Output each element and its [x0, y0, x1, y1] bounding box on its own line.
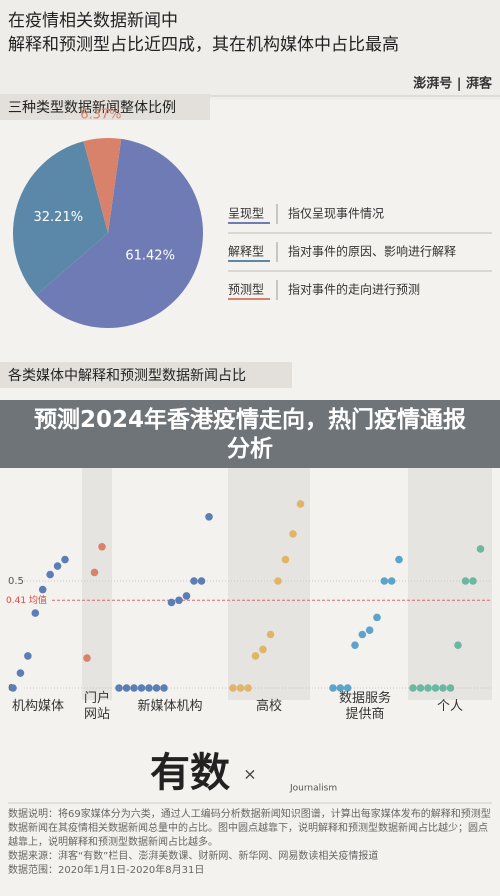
dot: [416, 684, 425, 692]
dot: [274, 577, 282, 585]
dot: [343, 684, 352, 692]
legend-swatch: [228, 222, 270, 224]
section-bg: [0, 94, 210, 120]
legend-swatch: [228, 298, 270, 300]
dot: [296, 500, 305, 508]
pie-slice: [83, 138, 122, 233]
dot: [476, 545, 485, 553]
footer-logo: 有数: [150, 750, 230, 796]
mean-label: 0.41 均值: [6, 594, 47, 606]
legend-desc: 指对事件的原因、影响进行解释: [288, 244, 456, 259]
legend-label: 预测型: [228, 283, 264, 297]
dot: [281, 555, 290, 564]
legend-label: 解释型: [228, 245, 264, 259]
dot: [31, 609, 40, 617]
y-tick-label: 0.5: [8, 576, 24, 587]
band-shade: [228, 468, 310, 700]
dot: [387, 577, 396, 585]
legend-label: 呈现型: [228, 207, 264, 221]
x-tick-label: 新媒体机构: [137, 699, 203, 714]
footer-partner: Journalism: [289, 784, 337, 794]
dot: [197, 577, 206, 585]
dot: [229, 684, 237, 692]
dot: [24, 652, 32, 660]
dot: [424, 684, 432, 692]
pie-slice: [12, 141, 108, 296]
dot: [329, 684, 337, 692]
dot: [358, 630, 367, 639]
note: 数据说明：将69家媒体分为六类，通过人工编码分析数据新闻知识图谱，计算出每家媒体…: [8, 809, 491, 848]
dot: [395, 555, 403, 564]
dot: [38, 585, 47, 594]
header-title: 解释和预测型占比近四成，其在机构媒体中占比最高: [8, 35, 399, 55]
dot: [251, 652, 260, 660]
dot: [90, 568, 99, 577]
x-tick-label: 个人: [436, 699, 463, 714]
dot: [115, 684, 123, 692]
dot: [145, 684, 153, 692]
value-label: 32.21%: [34, 210, 84, 225]
dot: [137, 684, 146, 692]
dot: [46, 570, 54, 579]
dot: [336, 684, 345, 692]
dot: [98, 542, 106, 551]
dot: [373, 613, 381, 622]
dot: [122, 684, 131, 692]
dot: [182, 592, 191, 600]
note: 数据来源：湃客“有数”栏目、澎湃美数课、财新网、新华网、网易数读相关疫情报道: [8, 851, 379, 862]
dot: [61, 555, 69, 564]
notes: 数据说明：将69家媒体分为六类，通过人工编码分析数据新闻知识图谱，计算出每家媒体…: [8, 808, 492, 878]
dot: [167, 598, 176, 607]
dot: [431, 684, 440, 692]
dot: [446, 684, 455, 692]
dot: [175, 596, 183, 605]
dot: [244, 684, 252, 692]
dot: [289, 530, 297, 538]
dot: [53, 562, 62, 570]
overlay-title: 预测2024年香港疫情走向，热门疫情通报分析: [33, 407, 466, 462]
dot: [205, 513, 213, 521]
note: 数据范围：2020年1月1日-2020年8月31日: [8, 865, 205, 876]
x-tick-label: 高校: [255, 699, 282, 714]
dot: [351, 641, 359, 649]
dot: [190, 577, 198, 585]
section-bg: [0, 362, 292, 388]
dot: [266, 630, 275, 639]
header-title: 在疫情相关数据新闻中: [8, 11, 178, 31]
dot: [365, 626, 374, 635]
dot: [259, 645, 267, 654]
x-tick-label: 门户 网站: [83, 691, 110, 722]
dot: [9, 684, 17, 692]
pie-slice: [36, 138, 203, 328]
dot: [160, 684, 168, 692]
dot: [454, 641, 462, 649]
dot: [380, 577, 389, 585]
value-label: 61.42%: [125, 248, 175, 263]
dot: [236, 684, 245, 692]
header-bg: [0, 0, 500, 100]
legend-desc: 指对事件的走向进行预测: [288, 282, 420, 297]
overlay-banner: 预测2024年香港疫情走向，热门疫情通报分析: [0, 400, 500, 468]
section-title: 三种类型数据新闻整体比例: [8, 100, 176, 116]
dot: [16, 669, 25, 677]
dot: [469, 577, 477, 585]
x-tick-label: 机构媒体: [11, 699, 64, 714]
dot: [152, 684, 161, 692]
band-shade: [408, 468, 492, 700]
dot: [461, 577, 470, 585]
dot: [83, 654, 91, 662]
legend-swatch: [228, 260, 270, 262]
legend-desc: 指仅呈现事件情况: [288, 206, 384, 221]
dot: [409, 684, 417, 692]
dot: [439, 684, 447, 692]
band-shade: [82, 468, 112, 700]
logo: 澎湃号 | 湃客: [413, 76, 493, 92]
section-title: 各类媒体中解释和预测型数据新闻占比: [8, 368, 246, 384]
dot: [130, 684, 138, 692]
times: ×: [243, 765, 256, 784]
x-tick-label: 数据服务 提供商: [338, 691, 391, 722]
value-label: 6.37%: [80, 108, 121, 123]
